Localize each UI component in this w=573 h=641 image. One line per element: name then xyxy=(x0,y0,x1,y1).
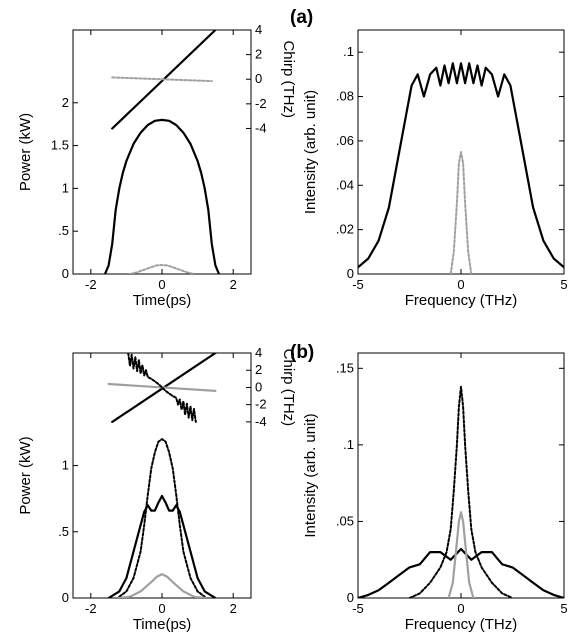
y-tick-label: 0 xyxy=(347,266,354,281)
y2-tick-label: 0 xyxy=(255,379,262,394)
series-group xyxy=(358,385,564,598)
y2-tick-label: -2 xyxy=(255,96,267,111)
y2-tick-label: -2 xyxy=(255,397,267,412)
series-group xyxy=(103,30,221,274)
panel-label-a: (a) xyxy=(290,7,313,28)
y-tick-label: 1 xyxy=(62,458,69,473)
y-axis-label: Power (kW) xyxy=(17,436,34,514)
y-tick-label: .5 xyxy=(58,223,69,238)
y2-axis-label: Chirp (THz) xyxy=(280,349,297,427)
y-tick-label: .1 xyxy=(343,44,354,59)
y-tick-label: .1 xyxy=(343,437,354,452)
x-axis-label: Frequency (THz) xyxy=(405,292,518,309)
y-tick-label: 0 xyxy=(347,590,354,605)
y-tick-label: 0 xyxy=(62,590,69,605)
y-axis-label: Intensity (arb. unit) xyxy=(302,90,319,214)
y-tick-label: 2 xyxy=(62,95,69,110)
y-axis-label: Intensity (arb. unit) xyxy=(302,413,319,537)
x-axis-label: Time(ps) xyxy=(133,292,192,309)
y-tick-label: .04 xyxy=(336,177,354,192)
panel-label-b: (b) xyxy=(290,342,314,363)
x-axis-label: Time(ps) xyxy=(133,616,192,633)
x-tick-label: -5 xyxy=(352,601,364,616)
y-tick-label: 1 xyxy=(62,180,69,195)
x-tick-label: 0 xyxy=(158,601,165,616)
series-line-dotted-gray xyxy=(449,151,473,274)
series-line-solid-gray xyxy=(447,511,475,598)
plot-frame xyxy=(72,29,252,275)
x-tick-label: -2 xyxy=(85,277,97,292)
y2-tick-label: 0 xyxy=(255,71,262,86)
series-line-chirp-dotted-black xyxy=(127,353,197,423)
series-line-solid-gray xyxy=(118,573,206,598)
series-line-solid-black xyxy=(107,494,217,598)
y-tick-label: 1.5 xyxy=(51,138,69,153)
y-tick-label: .5 xyxy=(58,524,69,539)
series-line-dotted-black xyxy=(408,385,514,598)
x-tick-label: 0 xyxy=(457,277,464,292)
series-line-dotted-gray xyxy=(129,264,195,274)
panel-b-time-power: -2 0 2 0 .5 1 -4 -2 0 2 4 Chirp (THz) Time(ps) Power … xyxy=(17,345,297,633)
x-tick-label: -2 xyxy=(85,601,97,616)
y2-tick-label: 4 xyxy=(255,345,262,360)
y2-tick-label: -4 xyxy=(255,120,267,135)
y-tick-label: 0 xyxy=(62,266,69,281)
x-tick-label: 5 xyxy=(560,277,567,292)
y-tick-label: .05 xyxy=(336,513,354,528)
x-tick-label: 0 xyxy=(457,601,464,616)
series-line-chirp-dotted-gray xyxy=(111,76,213,83)
series-line-solid-black xyxy=(358,547,564,598)
panel-a-time-power: -2 0 2 0 .5 1 1.5 2 -4 -2 0 2 4 Chirp (THz) Time(ps) Po… xyxy=(17,22,297,309)
y2-tick-label: -4 xyxy=(255,414,267,429)
series-line-dotted-black xyxy=(118,438,206,598)
x-axis-label: Frequency (THz) xyxy=(405,616,518,633)
y-tick-label: .08 xyxy=(336,89,354,104)
x-tick-label: 0 xyxy=(158,277,165,292)
y-tick-label: .06 xyxy=(336,133,354,148)
x-tick-label: -5 xyxy=(352,277,364,292)
series-group xyxy=(107,353,217,598)
series-line-solid-black xyxy=(103,118,221,274)
y-tick-label: .02 xyxy=(336,222,354,237)
y-tick-label: .15 xyxy=(336,360,354,375)
y2-tick-label: 2 xyxy=(255,362,262,377)
x-tick-label: 2 xyxy=(230,277,237,292)
series-group xyxy=(358,62,564,274)
y-axis-label: Power (kW) xyxy=(17,113,34,191)
x-tick-label: 5 xyxy=(560,601,567,616)
series-line-solid-black xyxy=(358,62,564,269)
y2-tick-label: 4 xyxy=(255,22,262,37)
x-tick-label: 2 xyxy=(230,601,237,616)
y2-tick-label: 2 xyxy=(255,47,262,62)
y2-axis-label: Chirp (THz) xyxy=(280,40,297,118)
